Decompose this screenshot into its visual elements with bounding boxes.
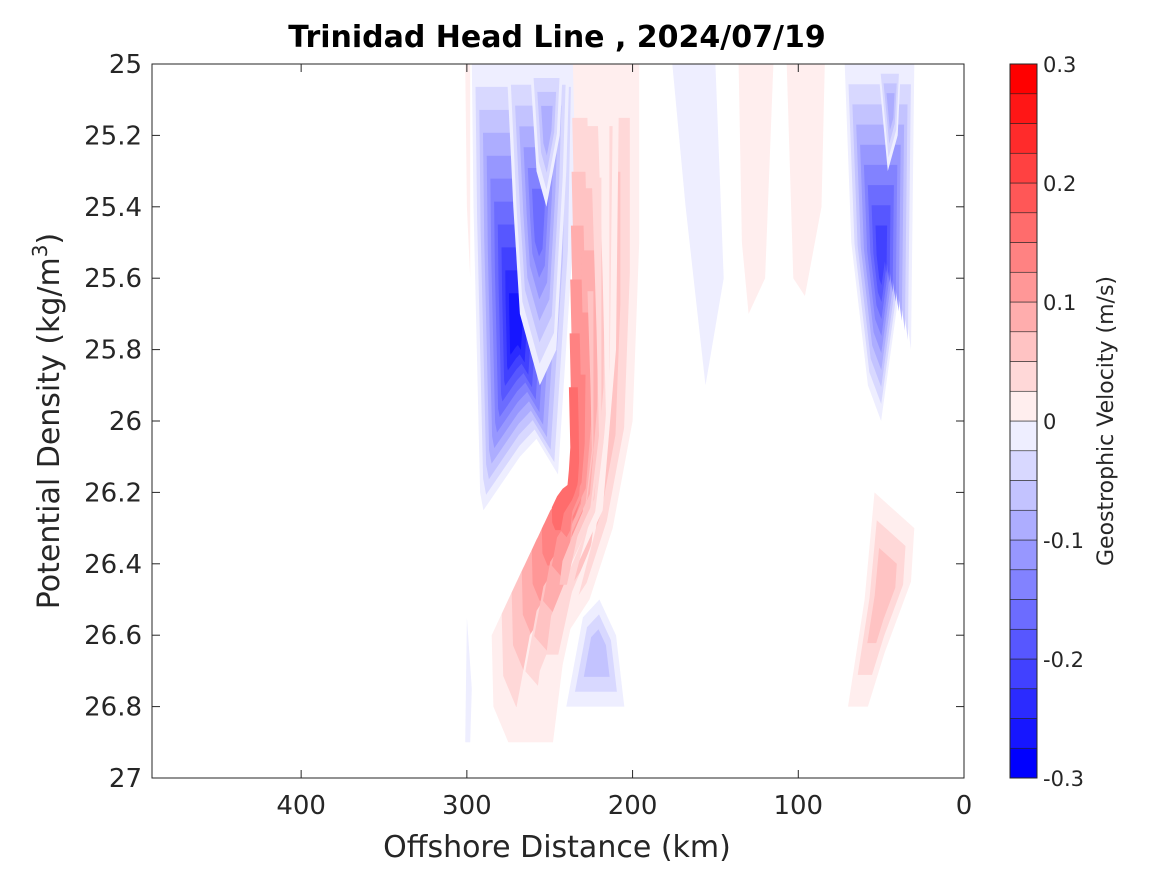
colorbar-tick-label: -0.3	[1043, 767, 1084, 791]
y-axis-label: Potential Density (kg/m3)	[28, 233, 67, 609]
x-tick-label: 300	[442, 791, 492, 821]
colorbar-swatch	[1009, 390, 1038, 422]
contour-band-negative-6-2	[583, 629, 610, 677]
y-tick-label: 27	[109, 764, 142, 794]
colorbar-tick-label: 0	[1043, 410, 1056, 434]
contour-band-positive-4-5	[560, 374, 586, 538]
contour-band-positive-5-2	[559, 291, 594, 585]
contour-band-negative-1-6	[532, 188, 546, 257]
colorbar-swatch	[1009, 718, 1038, 749]
contour-band-positive-3-6	[551, 387, 583, 531]
colorbar-swatch	[1009, 123, 1038, 154]
colorbar-swatch	[1009, 182, 1038, 214]
y-tick-label: 26.2	[84, 478, 142, 508]
y-tick-label: 26	[109, 407, 142, 437]
colorbar-swatch	[1009, 450, 1038, 481]
x-axis-label: Offshore Distance (km)	[383, 830, 731, 865]
colorbar-swatch	[1009, 658, 1038, 690]
x-tick-label: 100	[773, 791, 823, 821]
x-tick-label: 200	[608, 791, 658, 821]
y-tick-label: 25	[109, 50, 142, 80]
contour-band-negative-8-0	[672, 64, 724, 386]
contour-band-positive-11-0	[786, 64, 825, 296]
colorbar-swatch	[1009, 539, 1038, 571]
colorbar-swatch	[1009, 628, 1038, 660]
colorbar-swatch	[1009, 242, 1038, 273]
colorbar-swatch	[1009, 569, 1038, 600]
contour-band-negative-2-3	[541, 105, 553, 156]
colorbar-label: Geostrophic Velocity (m/s)	[1094, 276, 1119, 566]
contour-band-positive-5-0	[533, 64, 610, 725]
contour-band-negative-7-0	[465, 617, 472, 743]
x-axis: 400 300 200 100 0	[276, 64, 972, 821]
y-tick-label: 26.6	[84, 621, 142, 651]
y-tick-label: 25.2	[84, 121, 142, 151]
colorbar-swatch	[1009, 212, 1038, 243]
contour-band-negative-13-3	[886, 93, 895, 131]
colorbar-swatch	[1009, 301, 1038, 333]
contour-fill-layer	[465, 64, 915, 743]
y-tick-label: 26.4	[84, 550, 142, 580]
y-tick-label: 25.6	[84, 264, 142, 294]
colorbar-swatch	[1009, 63, 1038, 95]
colorbar-swatch	[1009, 93, 1038, 124]
contour-band-positive-14-2	[867, 547, 897, 644]
colorbar-tick-label: 0.1	[1043, 291, 1076, 315]
colorbar-swatch	[1009, 331, 1038, 362]
colorbar-frame	[1009, 63, 1038, 779]
colorbar-swatch	[1009, 480, 1038, 511]
colorbar-swatch	[1009, 509, 1038, 541]
colorbar-tick-label: 0.3	[1043, 53, 1076, 77]
x-tick-label: 400	[276, 791, 326, 821]
y-axis-label-close: )	[32, 233, 67, 245]
x-tick-label: 0	[956, 791, 973, 821]
colorbar-swatch	[1009, 747, 1038, 779]
y-axis-label-superscript: 3	[28, 244, 52, 257]
colorbar-tick-label: -0.2	[1043, 648, 1084, 672]
colorbar-tick-label: -0.1	[1043, 529, 1084, 553]
colorbar-swatch	[1009, 599, 1038, 630]
y-tick-label: 26.8	[84, 693, 142, 723]
colorbar: 0.3 0.2 0.1 0 -0.1 -0.2 -0.3	[1009, 53, 1084, 791]
colorbar-swatch	[1009, 361, 1038, 392]
chart-title: Trinidad Head Line , 2024/07/19	[288, 20, 825, 55]
colorbar-swatch	[1009, 688, 1038, 719]
colorbar-swatch	[1009, 152, 1038, 184]
contour-band-negative-9-0	[682, 64, 709, 172]
contour-band-positive-5-1	[546, 177, 602, 655]
y-axis: 25 25.2 25.4 25.6 25.8 26 26.2 26.4 26.6 26.8 27	[84, 50, 964, 794]
contour-band-negative-12-8	[875, 225, 888, 285]
contour-band-positive-15-0	[465, 64, 471, 279]
colorbar-swatch	[1009, 271, 1038, 303]
y-axis-label-main: Potential Density (kg/m	[32, 257, 67, 609]
colorbar-tick-label: 0.2	[1043, 172, 1076, 196]
y-tick-label: 25.8	[84, 336, 142, 366]
colorbar-swatch	[1009, 420, 1038, 452]
y-tick-label: 25.4	[84, 193, 142, 223]
contour-band-positive-10-0	[738, 64, 774, 314]
